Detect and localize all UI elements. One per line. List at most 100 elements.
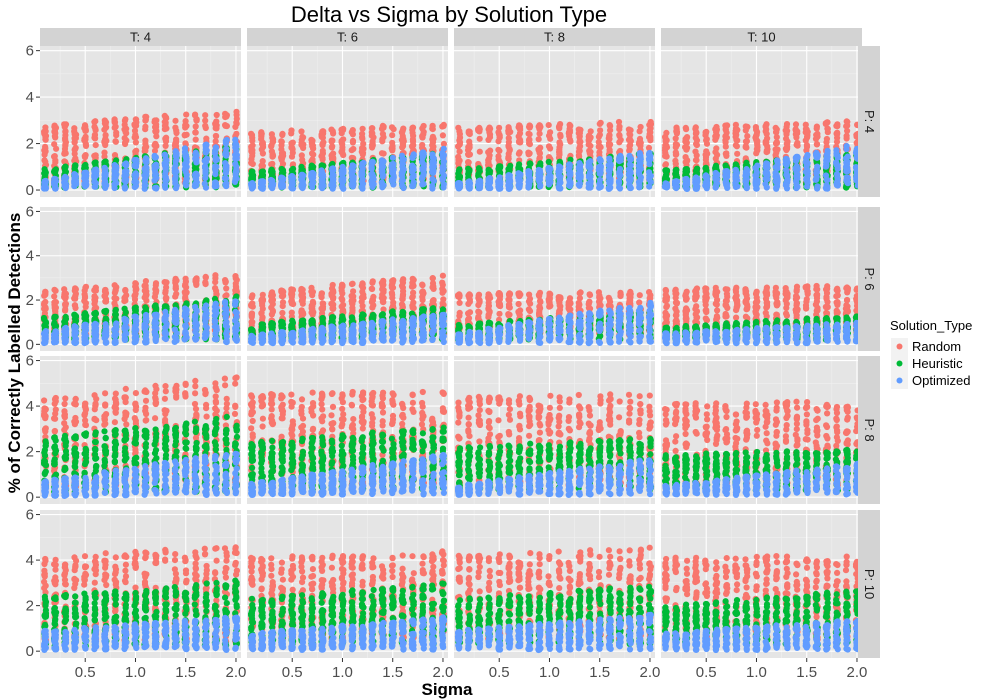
data-point	[646, 176, 653, 183]
data-point	[310, 151, 317, 158]
data-point	[379, 130, 386, 138]
data-point	[389, 154, 396, 161]
data-point	[526, 131, 533, 138]
data-point	[258, 179, 265, 186]
data-point	[349, 137, 357, 144]
data-point	[350, 145, 357, 153]
data-point	[112, 138, 119, 145]
data-point	[505, 150, 512, 157]
data-point	[279, 175, 287, 182]
data-point	[162, 184, 169, 191]
data-point	[495, 181, 502, 188]
data-point	[783, 146, 790, 154]
data-point	[42, 136, 49, 143]
data-point	[617, 154, 624, 161]
data-point	[153, 133, 160, 140]
data-point	[545, 165, 552, 172]
data-point	[162, 168, 169, 175]
data-point	[182, 149, 189, 156]
data-point	[486, 155, 493, 162]
data-point	[585, 174, 593, 181]
data-point	[455, 167, 462, 174]
data-point	[557, 141, 564, 148]
data-point	[684, 181, 691, 188]
data-point	[595, 133, 603, 140]
data-point	[181, 166, 188, 173]
data-point	[440, 145, 447, 152]
data-point	[319, 154, 326, 161]
data-point	[121, 185, 128, 192]
data-point	[41, 130, 48, 137]
data-point	[222, 140, 229, 147]
data-point	[617, 172, 624, 179]
data-point	[152, 172, 159, 179]
data-point	[723, 152, 730, 159]
facet-panel	[454, 46, 655, 197]
data-point	[813, 141, 821, 148]
data-point	[340, 136, 347, 143]
data-point	[42, 182, 49, 189]
data-point	[151, 147, 159, 154]
data-point	[713, 134, 720, 141]
data-point	[577, 143, 584, 150]
data-point	[822, 121, 830, 128]
data-point	[82, 127, 89, 134]
data-point	[496, 147, 503, 154]
data-point	[683, 126, 690, 133]
data-point	[486, 176, 493, 183]
data-point	[692, 134, 699, 142]
data-point	[202, 174, 209, 182]
data-point	[161, 151, 168, 158]
data-point	[232, 171, 239, 178]
data-point	[843, 123, 850, 130]
data-point	[233, 166, 240, 173]
data-point	[487, 147, 494, 154]
data-point	[753, 146, 761, 153]
data-point	[72, 144, 79, 151]
data-point	[615, 118, 623, 126]
data-point	[142, 157, 149, 164]
data-point	[389, 176, 396, 183]
data-point	[388, 124, 396, 131]
data-point	[455, 124, 462, 131]
data-point	[172, 124, 179, 131]
data-point	[202, 169, 209, 176]
data-point	[232, 123, 239, 130]
data-point	[113, 129, 120, 136]
data-point	[101, 153, 108, 160]
data-point	[213, 133, 220, 140]
data-point	[202, 122, 209, 129]
data-point	[545, 158, 552, 165]
data-point	[575, 148, 583, 155]
data-point	[192, 136, 199, 143]
data-point	[702, 165, 710, 172]
data-point	[143, 164, 150, 172]
data-point	[430, 158, 437, 165]
data-point	[223, 152, 230, 159]
data-point	[162, 136, 169, 143]
data-point	[288, 173, 295, 180]
data-point	[338, 130, 345, 137]
data-point	[597, 168, 604, 175]
data-point	[162, 176, 169, 183]
data-point	[672, 135, 679, 142]
data-point	[152, 154, 159, 161]
data-point	[183, 182, 190, 189]
data-point	[606, 172, 613, 179]
facet-panel	[661, 46, 862, 197]
data-point	[42, 169, 49, 176]
data-point	[359, 165, 366, 172]
data-point	[672, 171, 680, 178]
data-point	[308, 170, 315, 177]
data-point	[330, 130, 337, 137]
data-point	[597, 183, 604, 191]
data-point	[51, 181, 59, 188]
data-point	[456, 148, 463, 155]
data-point	[309, 180, 316, 187]
data-point	[122, 116, 129, 123]
data-point	[476, 148, 483, 155]
data-point	[576, 137, 583, 144]
data-point	[300, 134, 307, 141]
data-point	[409, 154, 416, 162]
